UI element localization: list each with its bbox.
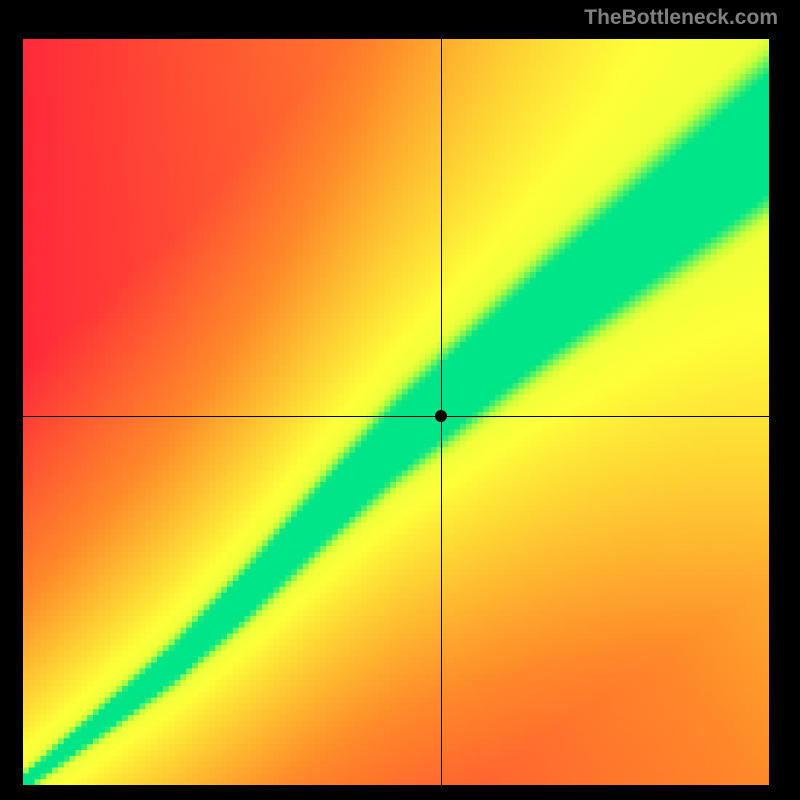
- crosshair-horizontal: [23, 416, 769, 417]
- crosshair-marker: [435, 410, 447, 422]
- heatmap-canvas: [23, 39, 769, 785]
- watermark-text: TheBottleneck.com: [584, 6, 778, 30]
- plot-area: [23, 39, 769, 785]
